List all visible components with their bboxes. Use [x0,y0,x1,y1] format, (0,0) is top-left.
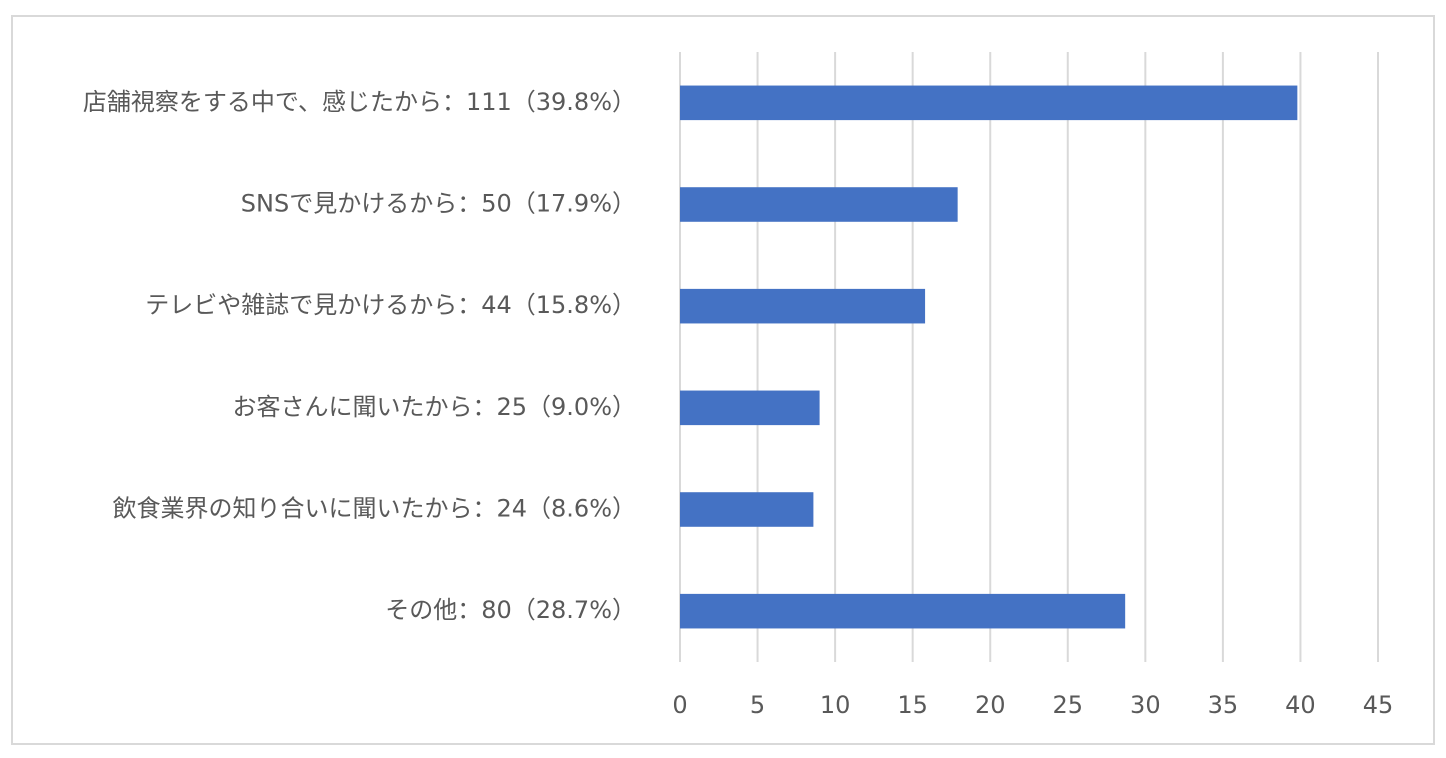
y-tick-label: お客さんに聞いたから：25（9.0%） [232,393,636,421]
x-tick-label: 10 [820,691,851,719]
y-tick-label: その他：80（28.7%） [385,596,636,624]
y-tick-label: SNSで見かけるから：50（17.9%） [241,190,636,218]
x-tick-label: 40 [1285,691,1316,719]
x-tick-label: 35 [1208,691,1239,719]
bar [680,187,958,222]
x-tick-label: 5 [750,691,765,719]
x-tick-label: 30 [1130,691,1161,719]
bar [680,492,814,527]
chart-border [11,15,1435,745]
bar [680,85,1298,121]
x-tick-label: 15 [897,691,928,719]
x-tick-label: 20 [975,691,1006,719]
bar [680,593,1126,629]
y-tick-label: 飲食業界の知り合いに聞いたから：24（8.6%） [112,495,636,523]
x-tick-label: 0 [672,691,687,719]
bar [680,390,820,426]
x-tick-label: 25 [1053,691,1084,719]
bar [680,288,926,324]
x-tick-label: 45 [1363,691,1394,719]
y-tick-label: 店舗視察をする中で、感じたから：111（39.8%） [83,88,636,116]
y-tick-label: テレビや雑誌で見かけるから：44（15.8%） [145,291,636,319]
